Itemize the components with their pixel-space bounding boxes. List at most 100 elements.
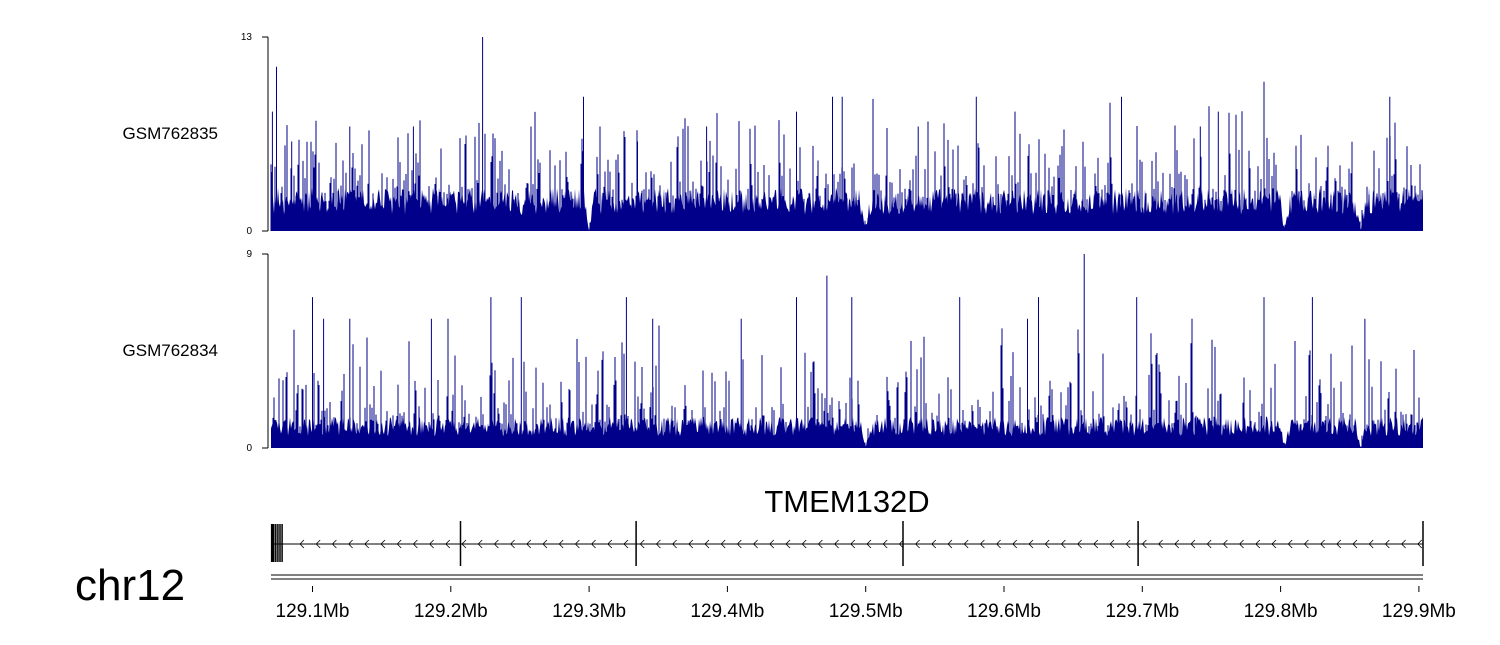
strand-arrow bbox=[736, 539, 742, 549]
gene-track: TMEM132D bbox=[270, 484, 1424, 566]
y-tick-label-min: 0 bbox=[246, 443, 252, 454]
strand-arrow bbox=[412, 539, 418, 549]
strand-arrow bbox=[963, 539, 969, 549]
gene-name: TMEM132D bbox=[764, 484, 929, 519]
strand-arrow bbox=[348, 539, 353, 549]
strand-arrow bbox=[1206, 539, 1212, 549]
coverage-spikes bbox=[272, 325, 1423, 448]
strand-arrow bbox=[396, 539, 402, 549]
strand-arrow bbox=[1190, 539, 1196, 549]
track-gsm762834: GSM762834 9 0 bbox=[123, 249, 1423, 454]
y-tick-label-max: 9 bbox=[246, 249, 252, 260]
strand-arrow bbox=[801, 539, 807, 549]
strand-arrow bbox=[461, 539, 467, 549]
genome-tick-label: 129.9Mb bbox=[1382, 601, 1456, 622]
strand-arrow bbox=[510, 539, 515, 549]
track-gsm762835: GSM762835 13 0 bbox=[123, 32, 1423, 237]
strand-arrow bbox=[574, 539, 580, 549]
genome-tick-label: 129.8Mb bbox=[1244, 601, 1318, 622]
strand-arrow bbox=[655, 539, 661, 549]
strand-arrow bbox=[1060, 539, 1066, 549]
genome-ticks: 129.1Mb 129.2Mb 129.3Mb 129.4Mb 129.5Mb 129.6… bbox=[276, 586, 1456, 622]
strand-arrow bbox=[1401, 539, 1406, 549]
gene-exons bbox=[270, 521, 1424, 566]
y-tick-label-min: 0 bbox=[246, 226, 252, 237]
strand-arrow bbox=[1255, 539, 1261, 549]
genome-tick-label: 129.6Mb bbox=[967, 601, 1041, 622]
coverage-peaks bbox=[312, 254, 1366, 448]
strand-arrow bbox=[1336, 539, 1342, 549]
strand-arrow bbox=[1368, 539, 1374, 549]
genome-tick-label: 129.4Mb bbox=[690, 601, 764, 622]
track-label: GSM762834 bbox=[123, 341, 218, 360]
strand-arrow bbox=[526, 539, 532, 549]
strand-arrow bbox=[299, 539, 305, 549]
strand-arrow bbox=[1271, 539, 1277, 549]
strand-arrow bbox=[1384, 539, 1390, 549]
strand-arrow bbox=[882, 539, 888, 549]
chromosome-label: chr12 bbox=[75, 561, 185, 610]
strand-arrow bbox=[493, 539, 499, 549]
strand-arrow bbox=[607, 539, 613, 549]
y-tick-label-max: 13 bbox=[241, 32, 253, 43]
strand-arrow bbox=[753, 539, 758, 549]
strand-arrow bbox=[688, 539, 694, 549]
genome-tick-label: 129.3Mb bbox=[552, 601, 626, 622]
strand-arrow bbox=[1012, 539, 1018, 549]
strand-arrow bbox=[979, 539, 985, 549]
strand-arrow bbox=[769, 539, 775, 549]
strand-arrow bbox=[1077, 539, 1082, 549]
strand-arrow bbox=[1239, 539, 1244, 549]
strand-arrow bbox=[331, 539, 337, 549]
strand-arrow bbox=[558, 539, 564, 549]
strand-arrow bbox=[429, 539, 434, 549]
strand-arrow bbox=[996, 539, 1001, 549]
strand-arrow bbox=[1303, 539, 1309, 549]
strand-arrow bbox=[1352, 539, 1358, 549]
coverage-spikes bbox=[270, 98, 1423, 231]
strand-arrow bbox=[1320, 539, 1325, 549]
strand-arrow bbox=[866, 539, 872, 549]
strand-arrow bbox=[915, 539, 920, 549]
strand-arrow bbox=[672, 539, 677, 549]
strand-arrow bbox=[834, 539, 839, 549]
strand-arrow bbox=[720, 539, 726, 549]
strand-arrow bbox=[1417, 539, 1423, 549]
strand-arrow bbox=[639, 539, 645, 549]
coverage-peaks bbox=[271, 37, 1391, 231]
genome-tick-label: 129.7Mb bbox=[1105, 601, 1179, 622]
strand-arrow bbox=[898, 539, 904, 549]
strand-arrow bbox=[1125, 539, 1131, 549]
strand-arrow bbox=[445, 539, 451, 549]
strand-arrow bbox=[380, 539, 386, 549]
strand-arrow bbox=[1287, 539, 1293, 549]
genome-axis: chr12 129.1Mb 129.2Mb 129.3Mb 129.4Mb 129.5M… bbox=[75, 561, 1456, 622]
strand-arrow bbox=[1141, 539, 1147, 549]
strand-arrow bbox=[1109, 539, 1115, 549]
strand-arrow bbox=[1174, 539, 1180, 549]
strand-arrow bbox=[1028, 539, 1034, 549]
strand-arrow bbox=[542, 539, 548, 549]
strand-arrow bbox=[591, 539, 596, 549]
strand-arrows bbox=[299, 539, 1423, 549]
strand-arrow bbox=[1044, 539, 1050, 549]
strand-arrow bbox=[785, 539, 791, 549]
strand-arrow bbox=[477, 539, 483, 549]
strand-arrow bbox=[623, 539, 629, 549]
track-label: GSM762835 bbox=[123, 124, 218, 143]
strand-arrow bbox=[1222, 539, 1228, 549]
strand-arrow bbox=[1093, 539, 1099, 549]
genome-tick-label: 129.1Mb bbox=[276, 601, 350, 622]
strand-arrow bbox=[947, 539, 953, 549]
strand-arrow bbox=[364, 539, 370, 549]
strand-arrow bbox=[850, 539, 856, 549]
strand-arrow bbox=[315, 539, 321, 549]
strand-arrow bbox=[1158, 539, 1163, 549]
strand-arrow bbox=[931, 539, 937, 549]
genome-tick-label: 129.5Mb bbox=[829, 601, 903, 622]
strand-arrow bbox=[817, 539, 823, 549]
genome-tick-label: 129.2Mb bbox=[414, 601, 488, 622]
strand-arrow bbox=[704, 539, 710, 549]
